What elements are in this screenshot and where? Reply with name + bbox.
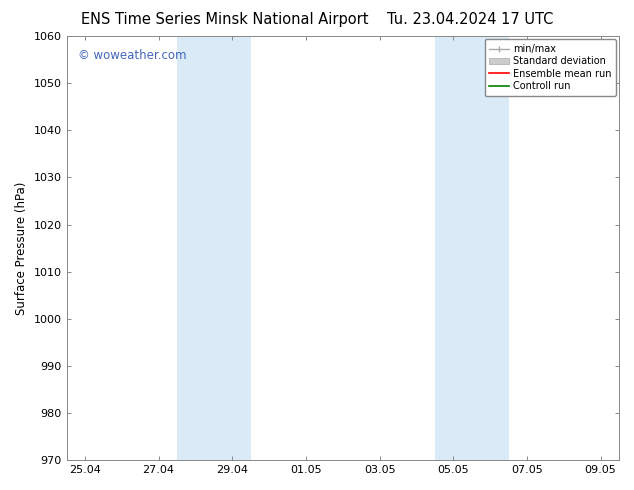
Bar <box>435 36 472 460</box>
Bar <box>177 36 250 460</box>
Text: © woweather.com: © woweather.com <box>77 49 186 62</box>
Text: ENS Time Series Minsk National Airport    Tu. 23.04.2024 17 UTC: ENS Time Series Minsk National Airport T… <box>81 12 553 27</box>
Y-axis label: Surface Pressure (hPa): Surface Pressure (hPa) <box>15 181 28 315</box>
Bar <box>472 36 508 460</box>
Legend: min/max, Standard deviation, Ensemble mean run, Controll run: min/max, Standard deviation, Ensemble me… <box>484 39 616 96</box>
